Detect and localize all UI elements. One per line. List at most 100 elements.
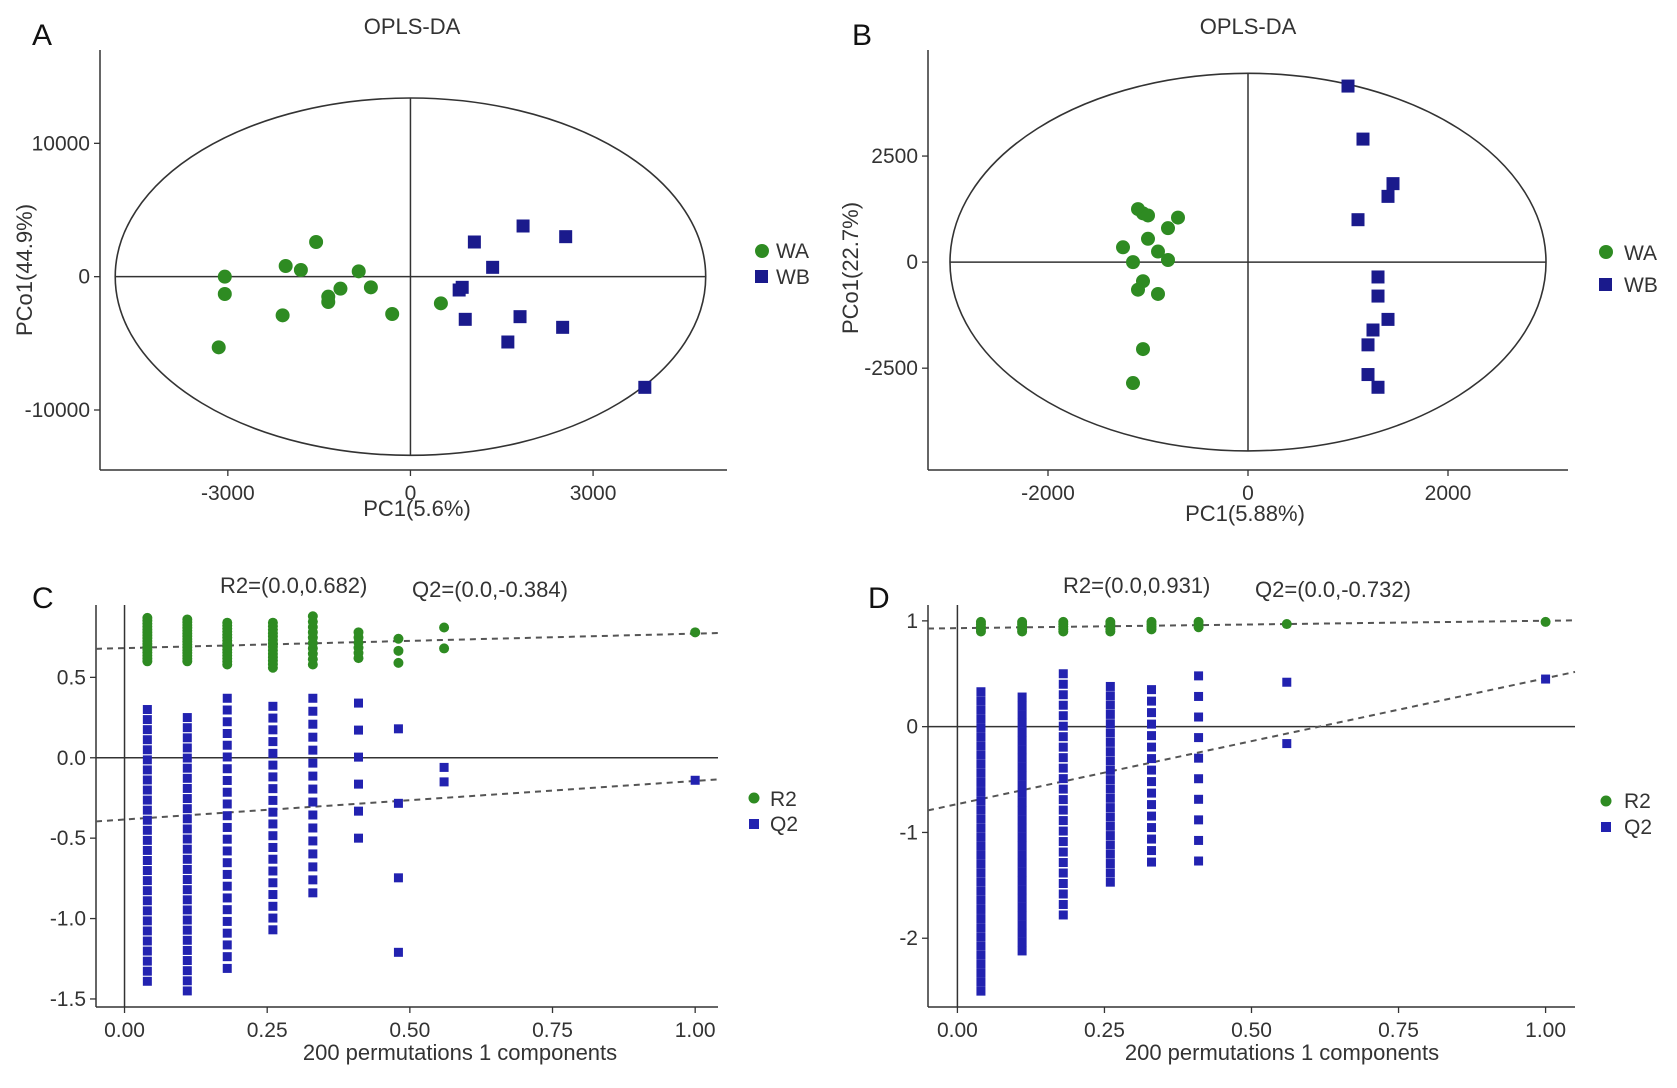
data-point-wb bbox=[1371, 270, 1385, 284]
r2-point bbox=[267, 617, 278, 628]
q2-point bbox=[353, 698, 363, 708]
q2-point bbox=[142, 936, 152, 946]
q2-point bbox=[1147, 800, 1157, 810]
panel-b-legend-wa-label: WA bbox=[1624, 242, 1657, 265]
data-point-wa bbox=[1141, 231, 1155, 246]
data-point-wb bbox=[501, 335, 515, 349]
q2-regression-line bbox=[927, 670, 1576, 812]
panel-b-letter: B bbox=[852, 19, 872, 52]
data-point-wa bbox=[1171, 210, 1185, 225]
q2-point bbox=[1017, 815, 1027, 825]
q2-point bbox=[1194, 856, 1204, 866]
q2-point bbox=[1282, 677, 1292, 687]
panel-a-legend-wa-marker bbox=[755, 244, 769, 258]
panel-b-legend-wb-marker bbox=[1599, 278, 1612, 291]
q2-point bbox=[1147, 846, 1157, 856]
q2-point bbox=[308, 745, 318, 755]
q2-point bbox=[1105, 775, 1115, 785]
panel-d-legend-q2-label: Q2 bbox=[1624, 816, 1652, 839]
q2-point bbox=[1105, 747, 1115, 757]
q2-point bbox=[142, 725, 152, 735]
q2-point bbox=[1105, 784, 1115, 794]
y-tick-label: -10000 bbox=[25, 399, 90, 422]
q2-point bbox=[1105, 821, 1115, 831]
q2-point bbox=[142, 795, 152, 805]
y-tick-label: 2500 bbox=[871, 145, 918, 168]
q2-point bbox=[142, 805, 152, 815]
r2-point bbox=[182, 614, 193, 625]
q2-point bbox=[393, 724, 403, 734]
r2-point bbox=[439, 643, 450, 654]
q2-point bbox=[222, 752, 232, 762]
q2-point bbox=[976, 750, 986, 760]
data-point-wa bbox=[1116, 240, 1130, 255]
q2-point bbox=[1147, 719, 1157, 729]
q2-point bbox=[690, 775, 700, 785]
q2-point bbox=[308, 810, 318, 820]
q2-point bbox=[222, 858, 232, 868]
q2-point bbox=[308, 719, 318, 729]
data-point-wb bbox=[1341, 79, 1355, 93]
q2-point bbox=[1017, 745, 1027, 755]
panel-b: B OPLS-DA -2000 0 2000 2500 0 -2500 PC1(5.88… bbox=[838, 14, 1658, 526]
panel-d: D R2=(0.0,0.931) Q2=(0.0,-0.732) 0.00 0.2… bbox=[868, 573, 1652, 1065]
panel-d-letter: D bbox=[868, 582, 890, 615]
q2-point bbox=[1058, 805, 1068, 815]
q2-point bbox=[1058, 837, 1068, 847]
q2-point bbox=[1194, 794, 1204, 804]
data-point-wa bbox=[217, 287, 232, 301]
q2-point bbox=[222, 775, 232, 785]
q2-point bbox=[222, 764, 232, 774]
y-tick-label: -0.5 bbox=[50, 827, 86, 850]
q2-point bbox=[1017, 885, 1027, 895]
q2-point bbox=[1105, 709, 1115, 719]
q2-point bbox=[1058, 742, 1068, 752]
q2-point bbox=[1017, 780, 1027, 790]
q2-point bbox=[1105, 868, 1115, 878]
q2-point bbox=[222, 869, 232, 879]
data-point-wb bbox=[1381, 189, 1395, 203]
q2-point bbox=[1058, 711, 1068, 721]
panel-c-x-axis-title: 200 permutations 1 components bbox=[303, 1040, 617, 1065]
q2-point bbox=[268, 713, 278, 723]
r2-point bbox=[142, 612, 153, 623]
q2-point bbox=[182, 713, 192, 723]
q2-point bbox=[1105, 681, 1115, 691]
q2-point bbox=[1105, 691, 1115, 701]
q2-point bbox=[1058, 774, 1068, 784]
q2-point bbox=[1017, 867, 1027, 877]
q2-point bbox=[1105, 728, 1115, 738]
q2-point bbox=[976, 904, 986, 914]
data-point-wa bbox=[278, 259, 293, 273]
y-tick-label: -2 bbox=[899, 927, 918, 950]
q2-point bbox=[1147, 857, 1157, 867]
panel-c-q2-annotation: Q2=(0.0,-0.384) bbox=[412, 577, 568, 602]
q2-point bbox=[308, 836, 318, 846]
q2-point bbox=[976, 941, 986, 951]
q2-point bbox=[1194, 815, 1204, 825]
q2-point bbox=[976, 895, 986, 905]
y-tick-label: 0.5 bbox=[57, 666, 86, 689]
q2-point bbox=[142, 835, 152, 845]
panel-b-title: OPLS-DA bbox=[1200, 14, 1297, 39]
q2-point bbox=[142, 775, 152, 785]
q2-point bbox=[222, 963, 232, 973]
q2-point bbox=[1017, 718, 1027, 728]
q2-point bbox=[1017, 928, 1027, 938]
q2-point bbox=[142, 896, 152, 906]
q2-point bbox=[353, 725, 363, 735]
data-point-wb bbox=[1371, 380, 1385, 394]
q2-point bbox=[222, 799, 232, 809]
data-point-wa bbox=[385, 307, 400, 321]
x-tick-label: 0.50 bbox=[1231, 1019, 1272, 1042]
q2-point bbox=[1017, 841, 1027, 851]
q2-point bbox=[182, 804, 192, 814]
data-point-wa bbox=[1141, 208, 1155, 223]
q2-point bbox=[308, 784, 318, 794]
q2-point bbox=[1017, 876, 1027, 886]
q2-point bbox=[976, 814, 986, 824]
panel-c-r2-annotation: R2=(0.0,0.682) bbox=[220, 573, 367, 598]
x-tick-label: 1.00 bbox=[1525, 1019, 1566, 1042]
q2-point bbox=[182, 905, 192, 915]
q2-point bbox=[976, 977, 986, 987]
